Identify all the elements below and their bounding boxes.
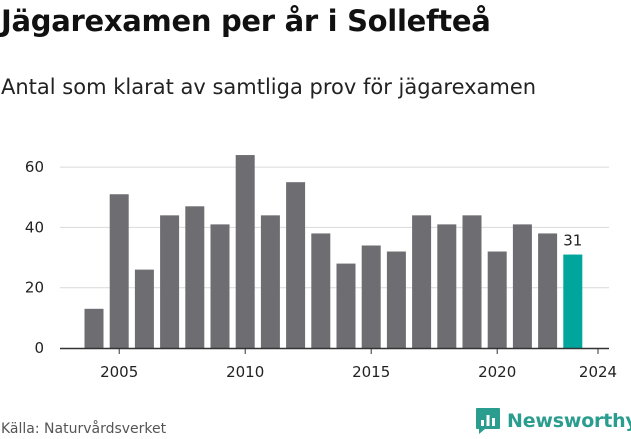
chart-title: Jägarexamen per år i Sollefteå: [1, 4, 491, 38]
bar: [487, 251, 507, 348]
bar: [538, 233, 558, 348]
logo-text: Newsworthy: [507, 410, 631, 432]
bar: [109, 194, 129, 348]
bar-chart-speech-bubble-icon: [476, 408, 500, 434]
newsworthy-logo: Newsworthy: [475, 407, 631, 435]
bar: [412, 215, 432, 348]
chart-subtitle: Antal som klarat av samtliga prov för jä…: [1, 75, 537, 99]
x-tick-label: 2015: [352, 363, 390, 381]
bar: [512, 224, 532, 348]
x-tick-label: 2020: [478, 363, 516, 381]
bar: [361, 245, 381, 348]
y-tick-label: 60: [25, 158, 44, 176]
x-tick-label: 2024: [579, 363, 617, 381]
y-tick-label: 20: [25, 279, 44, 297]
bar: [185, 206, 205, 348]
bar: [311, 233, 331, 348]
y-tick-label: 40: [25, 218, 44, 236]
bar: [462, 215, 482, 348]
bar: [286, 182, 306, 348]
bar: [235, 155, 255, 348]
y-tick-label: 0: [34, 339, 44, 357]
x-tick-label: 2010: [226, 363, 264, 381]
data-label: 31: [563, 232, 582, 250]
x-tick-label: 2005: [100, 363, 138, 381]
bar: [160, 215, 180, 348]
bar: [210, 224, 230, 348]
bar: [336, 263, 356, 348]
bar: [134, 269, 154, 348]
bar: [260, 215, 280, 348]
bar: [84, 308, 104, 348]
source-note: Källa: Naturvårdsverket: [1, 421, 167, 437]
bar: [386, 251, 406, 348]
bar: [437, 224, 457, 348]
bar-highlight: [563, 254, 583, 348]
